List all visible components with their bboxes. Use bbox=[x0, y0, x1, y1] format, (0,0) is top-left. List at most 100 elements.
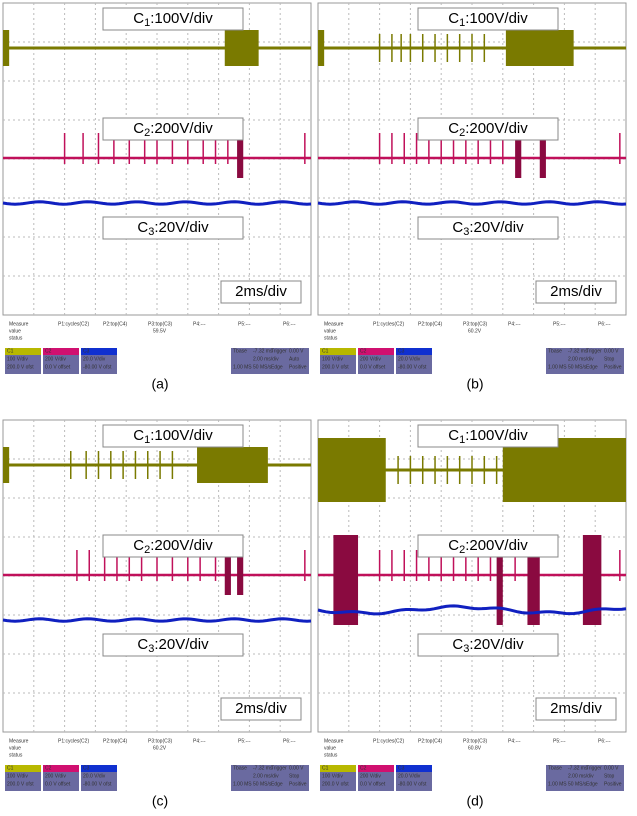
channel-letter: C bbox=[137, 636, 148, 653]
scope-panel: C1:100V/divC2:200V/divC3:20V/div2ms/divM… bbox=[318, 420, 626, 809]
trigger-info: -7.32 ms bbox=[253, 765, 273, 771]
channel-info: 100 V/div bbox=[7, 356, 28, 362]
measure-value: 60.2V bbox=[153, 745, 167, 751]
trigger-info: Trigger bbox=[586, 765, 602, 771]
scope-panel: C1:100V/divC2:200V/divC3:20V/div2ms/divM… bbox=[3, 3, 311, 392]
channel-info: -80.00 V ofst bbox=[83, 781, 112, 787]
channel-letter: C bbox=[133, 120, 144, 137]
channel-info: C1 bbox=[322, 765, 329, 771]
trigger-info: Positive bbox=[604, 364, 622, 370]
trigger-info: Positive bbox=[289, 364, 307, 370]
trigger-info: 1.00 MS bbox=[233, 364, 252, 370]
channel-letter: C bbox=[452, 636, 463, 653]
trigger-info: -7.32 ms bbox=[568, 348, 588, 354]
measure-head: P2:top(C4) bbox=[418, 738, 443, 744]
trigger-info: 1.00 MS bbox=[233, 781, 252, 787]
measure-head: Measure bbox=[9, 321, 29, 327]
trigger-info: Edge bbox=[586, 364, 598, 370]
channel-info: C2 bbox=[360, 765, 367, 771]
trigger-info: Tbase bbox=[233, 765, 247, 771]
channel-scale: :200V/div bbox=[150, 120, 213, 137]
measure-head: P6:--- bbox=[598, 738, 611, 744]
channel-info: 100 V/div bbox=[7, 773, 28, 779]
trigger-info: Positive bbox=[604, 781, 622, 787]
trigger-info: 2.00 ms/div bbox=[253, 773, 279, 779]
trigger-info: Edge bbox=[586, 781, 598, 787]
channel-letter: C bbox=[448, 537, 459, 554]
caption: (b) bbox=[466, 376, 483, 392]
channel-info: 100 V/div bbox=[322, 356, 343, 362]
channel-scale: :200V/div bbox=[150, 537, 213, 554]
channel-info: 0.0 V offset bbox=[45, 781, 71, 787]
trigger-info: 50 MS/s bbox=[568, 364, 587, 370]
c1-burst bbox=[197, 447, 268, 483]
channel-info: 0.0 V offset bbox=[45, 364, 71, 370]
measure-head: P2:top(C4) bbox=[103, 321, 128, 327]
timebase-label: 2ms/div bbox=[550, 283, 602, 300]
trigger-info: 2.00 ms/div bbox=[253, 356, 279, 362]
trigger-info: 2.00 ms/div bbox=[568, 773, 594, 779]
measure-head: P4:--- bbox=[193, 738, 206, 744]
trigger-info: Edge bbox=[271, 781, 283, 787]
figure: C1:100V/divC2:200V/divC3:20V/div2ms/divM… bbox=[0, 0, 637, 816]
measure-head: P1:cycles(C2) bbox=[58, 738, 89, 744]
channel-info: 100 V/div bbox=[322, 773, 343, 779]
trigger-info: 0.00 V bbox=[604, 348, 619, 354]
c1-burst bbox=[318, 30, 324, 66]
c1-burst bbox=[318, 438, 386, 502]
channel-info: 0.0 V offset bbox=[360, 781, 386, 787]
measure-head: P2:top(C4) bbox=[418, 321, 443, 327]
channel-letter: C bbox=[137, 219, 148, 236]
trigger-info: 2.00 ms/div bbox=[568, 356, 594, 362]
measure-head: P6:--- bbox=[283, 321, 296, 327]
channel-info: 200.0 V ofst bbox=[7, 364, 34, 370]
channel-info: C1 bbox=[7, 348, 14, 354]
trigger-info: Trigger bbox=[271, 765, 287, 771]
trigger-info: Stop bbox=[604, 356, 615, 362]
measure-head: P3:top(C3) bbox=[463, 738, 488, 744]
measure-head: P3:top(C3) bbox=[148, 321, 173, 327]
measure-value: 59.5V bbox=[153, 328, 167, 334]
channel-info: 20.0 V/div bbox=[83, 356, 106, 362]
measure-head: P5:--- bbox=[553, 321, 566, 327]
trigger-info: 0.00 V bbox=[289, 765, 304, 771]
channel-scale: :100V/div bbox=[465, 427, 528, 444]
scope-panel: C1:100V/divC2:200V/divC3:20V/div2ms/divM… bbox=[3, 420, 311, 809]
trigger-info: Stop bbox=[289, 773, 300, 779]
timebase-label: 2ms/div bbox=[235, 283, 287, 300]
caption: (a) bbox=[151, 376, 168, 392]
channel-info: C2 bbox=[360, 348, 367, 354]
channel-letter: C bbox=[448, 427, 459, 444]
trigger-info: 0.00 V bbox=[289, 348, 304, 354]
measure-head: P5:--- bbox=[553, 738, 566, 744]
channel-info: C3 bbox=[83, 765, 90, 771]
channel-info: C1 bbox=[322, 348, 329, 354]
c1-burst bbox=[3, 447, 9, 483]
channel-letter: C bbox=[448, 10, 459, 27]
channel-info: 200 V/div bbox=[45, 356, 66, 362]
measure-row: status bbox=[9, 335, 23, 341]
measure-row: status bbox=[9, 752, 23, 758]
channel-scale: :200V/div bbox=[465, 120, 528, 137]
channel-info: 200 V/div bbox=[360, 773, 381, 779]
channel-info: -80.00 V ofst bbox=[398, 364, 427, 370]
trigger-info: 50 MS/s bbox=[253, 364, 272, 370]
channel-letter: C bbox=[448, 120, 459, 137]
trigger-info: Trigger bbox=[586, 348, 602, 354]
channel-info: C2 bbox=[45, 765, 52, 771]
channel-letter: C bbox=[133, 427, 144, 444]
measure-head: P5:--- bbox=[238, 738, 251, 744]
channel-info: C3 bbox=[398, 765, 405, 771]
channel-info: 20.0 V/div bbox=[398, 773, 421, 779]
trigger-info: Tbase bbox=[233, 348, 247, 354]
channel-info: 20.0 V/div bbox=[83, 773, 106, 779]
channel-label: C3:20V/div bbox=[452, 219, 524, 238]
measure-head: P2:top(C4) bbox=[103, 738, 128, 744]
measure-head: P1:cycles(C2) bbox=[58, 321, 89, 327]
trigger-info: Tbase bbox=[548, 765, 562, 771]
channel-scale: :20V/div bbox=[154, 636, 209, 653]
measure-value: 60.2V bbox=[468, 328, 482, 334]
c1-burst bbox=[225, 30, 259, 66]
c1-burst bbox=[506, 30, 574, 66]
trigger-info: Positive bbox=[289, 781, 307, 787]
